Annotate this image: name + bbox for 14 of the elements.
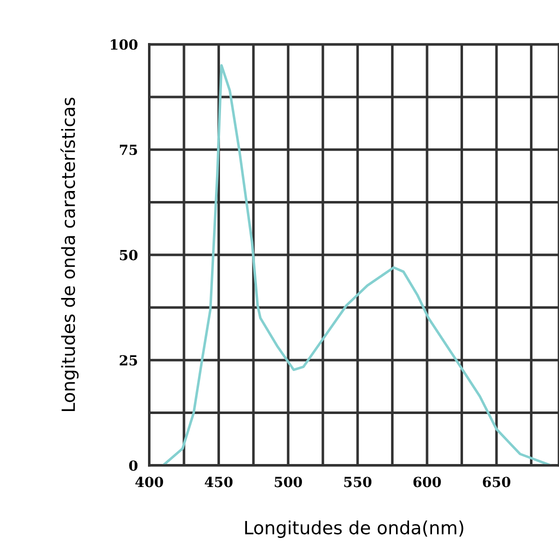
x-axis-title: Longitudes de onda(nm) — [245, 520, 464, 538]
y-tick-label: 0 — [129, 460, 138, 471]
x-tick-label: 500 — [274, 476, 302, 488]
y-tick-label: 50 — [120, 250, 138, 260]
x-tick-label: 550 — [344, 476, 372, 488]
y-tick-label: 100 — [110, 39, 138, 50]
y-tick-label: 25 — [120, 355, 138, 366]
x-tick-label: 450 — [204, 476, 233, 488]
x-tick-label: 600 — [413, 476, 441, 488]
x-tick-label: 650 — [482, 476, 510, 488]
x-tick-label: 400 — [135, 476, 164, 488]
y-axis-title: Longitudes de onda características — [60, 98, 79, 412]
y-tick-label: 75 — [120, 144, 138, 156]
line-series — [162, 64, 552, 466]
